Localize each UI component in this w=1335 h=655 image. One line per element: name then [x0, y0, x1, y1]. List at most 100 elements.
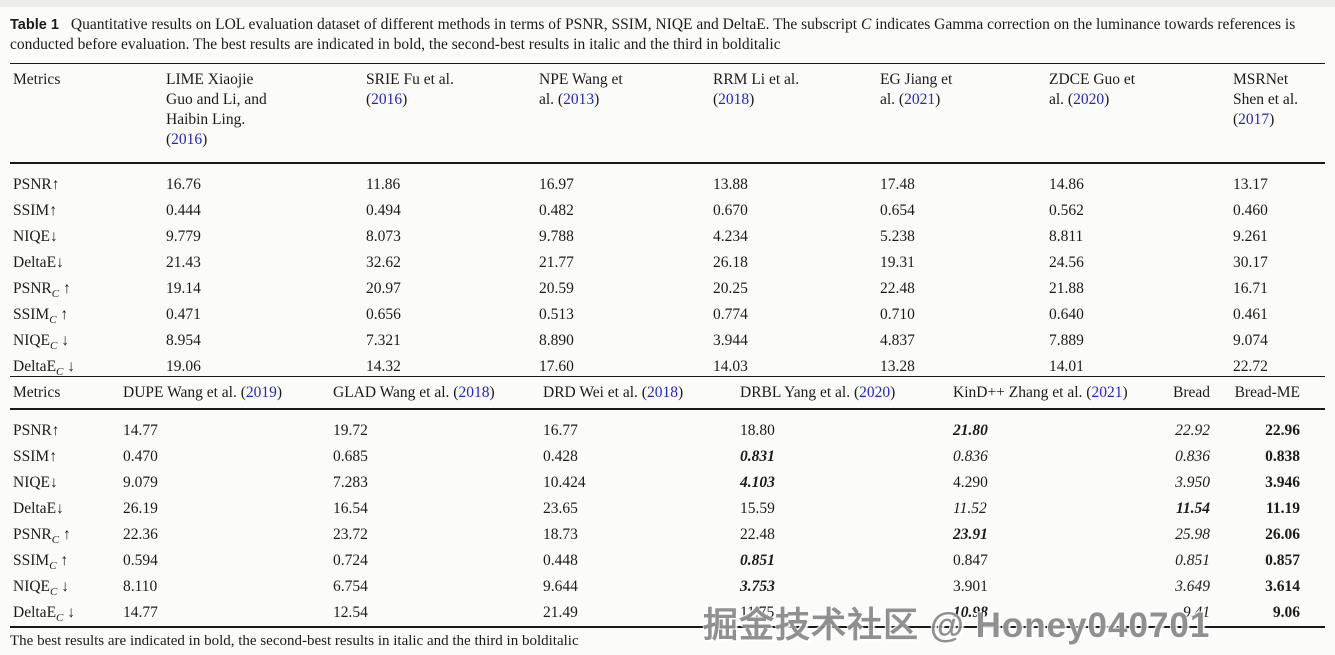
metric-subscript: C	[50, 340, 58, 353]
method-column-header: Bread	[1145, 377, 1212, 410]
value-cell: 22.48	[740, 526, 775, 543]
value-cell: 4.103	[740, 474, 775, 491]
value-cell: 16.97	[539, 176, 574, 193]
value-cell: 16.76	[166, 176, 201, 193]
value-cell: 9.788	[539, 228, 574, 245]
method-column-header: DUPE Wang et al. (2019)	[120, 377, 330, 410]
value-cell: 11.19	[1265, 500, 1300, 517]
table-row: DeltaE↓ 21.43 32.62 21.77 26.18 19.31 24.56 30.…	[10, 250, 1325, 276]
value-cell: 0.685	[333, 448, 368, 465]
value-cell: 0.857	[1265, 552, 1300, 569]
value-cell: 0.851	[740, 552, 775, 569]
value-cell: 11.52	[953, 500, 987, 517]
citation-year-link[interactable]: 2021	[1091, 383, 1123, 401]
table-row: NIQE↓ 9.779 8.073 9.788 4.234 5.238 8.811 9.261	[10, 224, 1325, 250]
value-cell: 20.59	[539, 280, 574, 297]
method-column-header-text: DRBL Yang et al. (2020)	[740, 383, 896, 401]
value-cell: 9.779	[166, 228, 201, 245]
value-cell: 3.753	[740, 578, 775, 595]
value-cell: 0.710	[880, 306, 915, 323]
citation-year-link[interactable]: 2013	[563, 91, 595, 108]
citation-year-link[interactable]: 2021	[904, 91, 936, 108]
value-cell: 14.01	[1049, 358, 1084, 375]
value-cell: 3.946	[1265, 474, 1300, 491]
value-cell: 14.86	[1049, 176, 1084, 193]
citation-year-link[interactable]: 2018	[458, 383, 490, 401]
value-cell: 19.31	[880, 254, 915, 271]
metric-subscript: C	[51, 288, 60, 301]
value-cell: 15.59	[740, 500, 775, 517]
method-column-header: DRD Wei et al. (2018)	[540, 377, 737, 410]
metric-label: NIQE↓	[13, 474, 58, 491]
value-cell: 26.19	[123, 500, 158, 517]
metric-subscript: C	[50, 586, 58, 599]
value-cell: 25.98	[1175, 526, 1210, 543]
method-column-header-text: NPE Wang et al. (2013)	[539, 71, 623, 108]
value-cell: 13.17	[1233, 176, 1268, 193]
value-cell: 0.724	[333, 552, 368, 569]
citation-year-link[interactable]: 2017	[1238, 111, 1270, 128]
value-cell: 21.88	[1049, 280, 1084, 297]
caption-text-part2: indicates Gamma correction on the lumina…	[10, 16, 1296, 53]
citation-year-link[interactable]: 2016	[371, 91, 403, 108]
value-cell: 18.80	[740, 422, 775, 439]
citation-year-link[interactable]: 2018	[718, 91, 750, 108]
value-cell: 9.261	[1233, 228, 1268, 245]
value-cell: 0.460	[1233, 202, 1268, 219]
method-column-header-text: DUPE Wang et al. (2019)	[123, 383, 283, 401]
method-column-header-text: Bread	[1172, 383, 1210, 401]
table-row: PSNR↑ 16.76 11.86 16.97 13.88 17.48 14.86 13.17	[10, 163, 1325, 198]
method-column-header: LIME Xiaojie Guo and Li, and Haibin Ling…	[163, 64, 363, 164]
table-row: SSIM↑ 0.444 0.494 0.482 0.670 0.654 0.562 0.460	[10, 198, 1325, 224]
value-cell: 16.54	[333, 500, 368, 517]
results-table-section-1: Metrics LIME Xiaojie Guo and Li, and Haib…	[10, 63, 1325, 380]
value-cell: 8.811	[1049, 228, 1084, 245]
value-cell: 21.77	[539, 254, 574, 271]
value-cell: 0.428	[543, 448, 578, 465]
metrics-column-header: Metrics	[13, 383, 61, 401]
value-cell: 0.471	[166, 306, 201, 323]
value-cell: 30.17	[1233, 254, 1268, 271]
value-cell: 0.494	[366, 202, 401, 219]
citation-year-link[interactable]: 2019	[245, 383, 277, 401]
value-cell: 6.754	[333, 578, 368, 595]
value-cell: 13.28	[880, 358, 915, 375]
value-cell: 0.640	[1049, 306, 1084, 323]
caption-subscript-c: C	[860, 16, 872, 33]
header-row: Metrics DUPE Wang et al. (2019) GLAD Wang …	[10, 377, 1325, 410]
method-column-header-text: GLAD Wang et al. (2018)	[333, 383, 495, 401]
method-column-header-text: Bread-ME	[1234, 383, 1300, 401]
table-row: DeltaE↓ 26.19 16.54 23.65 15.59 11.52 11.54 11.…	[10, 496, 1325, 522]
citation-year-link[interactable]: 2016	[171, 131, 203, 148]
value-cell: 0.654	[880, 202, 915, 219]
table-row: PSNR↑ 14.77 19.72 16.77 18.80 21.80 22.92 22.96	[10, 409, 1325, 444]
metric-label: DeltaE↓	[13, 254, 64, 271]
value-cell: 0.838	[1265, 448, 1300, 465]
method-column-header-text: ZDCE Guo et al. (2020)	[1049, 71, 1136, 108]
metric-subscript: C	[49, 560, 57, 573]
metric-label: PSNR↑	[13, 422, 60, 439]
table-caption-label: Table 1	[10, 17, 59, 33]
value-cell: 3.614	[1265, 578, 1300, 595]
metric-label: PSNR↑	[13, 176, 60, 193]
value-cell: 22.48	[880, 280, 915, 297]
method-column-header: Bread-ME	[1212, 377, 1325, 410]
value-cell: 22.96	[1265, 422, 1300, 439]
value-cell: 14.32	[366, 358, 401, 375]
value-cell: 17.48	[880, 176, 915, 193]
value-cell: 8.890	[539, 332, 574, 349]
value-cell: 21.80	[953, 422, 988, 439]
method-column-header: ZDCE Guo et al. (2020)	[1046, 64, 1230, 164]
metric-label: SSIM↑	[13, 202, 57, 219]
metric-label: NIQEC ↓	[13, 578, 69, 599]
citation-year-link[interactable]: 2018	[646, 383, 678, 401]
metric-subscript: C	[49, 314, 57, 327]
method-column-header: RRM Li et al. (2018)	[710, 64, 877, 164]
method-column-header: SRIE Fu et al. (2016)	[363, 64, 536, 164]
citation-year-link[interactable]: 2020	[859, 383, 891, 401]
table-row: NIQE↓ 9.079 7.283 10.424 4.103 4.290 3.950 3.94…	[10, 470, 1325, 496]
value-cell: 9.41	[1182, 604, 1210, 621]
method-column-header-text: MSRNet Shen et al. (2017)	[1233, 71, 1298, 128]
citation-year-link[interactable]: 2020	[1073, 91, 1105, 108]
value-cell: 22.72	[1233, 358, 1268, 375]
